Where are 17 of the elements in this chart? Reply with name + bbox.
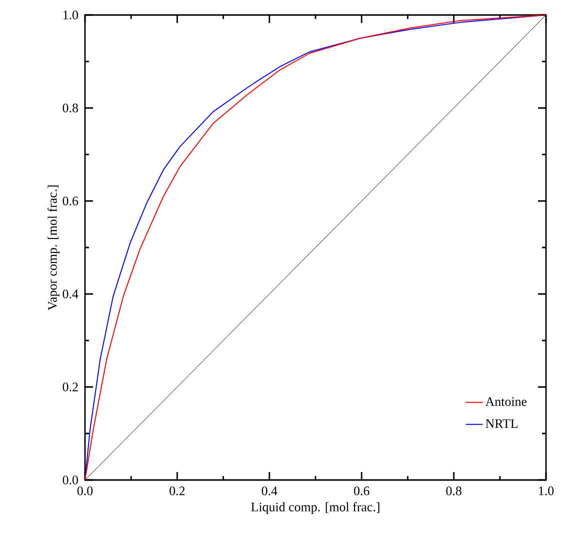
line-series [85,14,546,480]
y-tick-label: 1.0 [63,10,78,20]
y-tick-label: 0.0 [62,476,78,484]
x-tick-label: 0.4 [262,486,278,496]
x-tick-label: 0.0 [77,486,93,496]
x-tick-label: 0.6 [354,486,370,496]
y-axis-title: Vapor comp. [mol frac.] [48,186,60,310]
y-tick-label: 0.6 [62,196,78,206]
y-tick-label: 0.4 [62,290,78,298]
legend-label: Antoine [485,397,527,406]
x-tick-label: 0.2 [170,486,185,496]
legend-label: NRTL [486,419,518,428]
y-tick-label: 0.2 [62,382,78,392]
x-tick-label: 0.8 [446,486,462,496]
x-axis-title: Liquid comp. [mol frac.] [251,502,380,514]
x-tick-label: 1.0 [539,486,554,496]
y-tick-label: 0.8 [62,104,78,112]
